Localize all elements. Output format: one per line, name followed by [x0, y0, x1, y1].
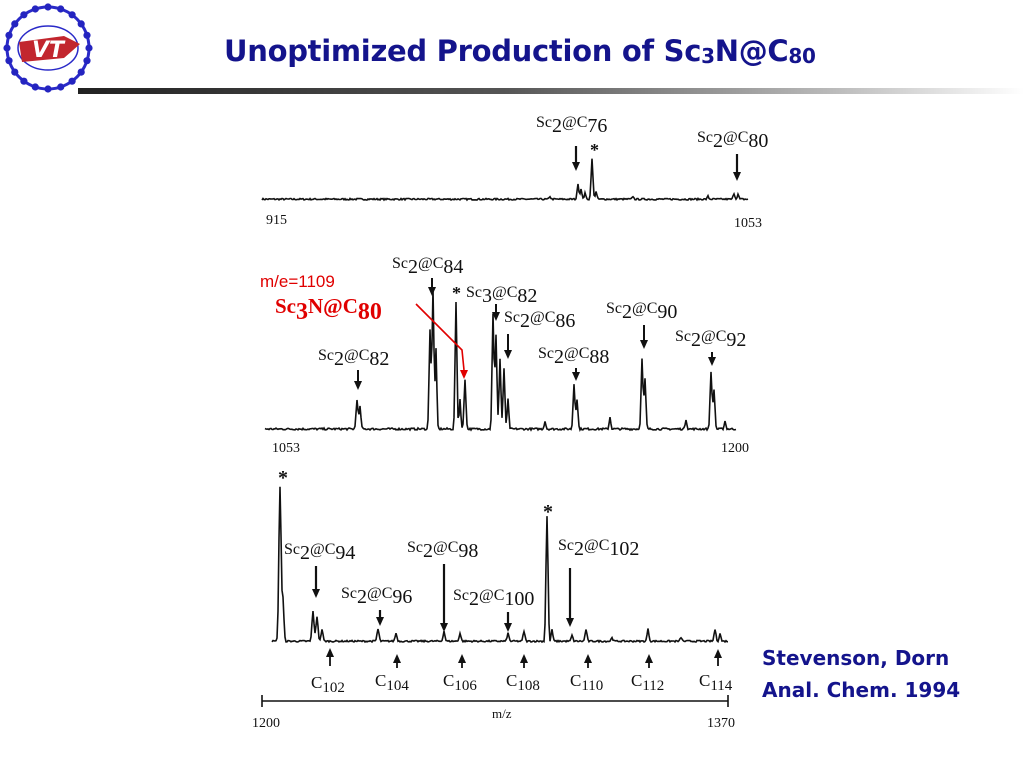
spectrum-trace-2	[264, 288, 737, 433]
spectrum-trace-3	[271, 486, 728, 644]
peak-arrow	[566, 568, 574, 627]
peak-arrow	[428, 278, 436, 296]
peak-arrow	[640, 325, 648, 349]
peak-label: Sc2@C76	[536, 114, 607, 137]
peak-arrow	[440, 564, 448, 632]
peak-label: Sc2@C84	[392, 255, 463, 278]
logo-bead	[44, 85, 52, 93]
peak-label: Sc2@C92	[675, 328, 746, 351]
peak-arrow	[312, 566, 320, 598]
logo-bead	[68, 77, 76, 85]
logo-bead	[5, 57, 13, 65]
carbon-arrow	[326, 648, 334, 666]
logo-bead	[31, 83, 39, 91]
axis-end-label: 1053	[734, 216, 762, 231]
spectrum-panel-3: * * Sc2@C94 Sc2@C96 Sc2@C98 Sc2@C100 Sc2…	[252, 467, 735, 731]
species-annotation: Sc3N@C80	[275, 294, 382, 325]
carbon-label: C114	[699, 671, 733, 694]
peak-arrow	[504, 612, 512, 632]
peak-label: Sc2@C96	[341, 585, 412, 608]
peak-label: Sc3@C82	[466, 284, 537, 307]
carbon-label: C102	[311, 673, 345, 696]
axis-start-label: 1200	[252, 716, 280, 731]
peak-label: Sc2@C80	[697, 129, 768, 152]
carbon-arrow	[584, 654, 592, 668]
carbon-arrow	[520, 654, 528, 668]
logo-bead	[20, 77, 28, 85]
title-divider	[78, 88, 1024, 94]
star-marker: *	[543, 501, 553, 523]
carbon-label: C104	[375, 671, 409, 694]
logo-bead	[83, 31, 91, 39]
axis-start-label: 1053	[272, 441, 300, 456]
annotation-arrow	[415, 303, 468, 379]
logo-bead	[31, 5, 39, 13]
star-marker: *	[278, 467, 288, 489]
carbon-arrow	[393, 654, 401, 668]
peak-arrow	[354, 370, 362, 390]
logo-bead	[44, 3, 52, 11]
carbon-arrow	[458, 654, 466, 668]
logo-bead	[57, 83, 65, 91]
logo-bead	[68, 11, 76, 19]
mass-annotation: m/e=1109	[260, 272, 335, 291]
logo-bead	[3, 44, 11, 52]
spectrum-trace-1	[261, 158, 749, 202]
axis-end-label: 1200	[721, 441, 749, 456]
peak-label: Sc2@C102	[558, 537, 639, 560]
star-marker: *	[452, 283, 461, 303]
peak-label: Sc2@C94	[284, 541, 355, 564]
citation-authors: Stevenson, Dorn	[762, 646, 950, 670]
peak-label: Sc2@C100	[453, 587, 534, 610]
axis-start-label: 915	[266, 213, 287, 228]
peak-arrow	[376, 610, 384, 626]
citation: Stevenson, Dorn Anal. Chem. 1994	[762, 642, 960, 706]
mz-axis	[261, 695, 729, 707]
carbon-arrow	[714, 649, 722, 666]
peak-arrow	[492, 304, 500, 321]
peak-label: Sc2@C98	[407, 539, 478, 562]
spectrum-panel-1: 915 1053 Sc2@C76 Sc2@C80 *	[261, 114, 768, 231]
axis-end-label: 1370	[707, 716, 735, 731]
peak-arrow	[572, 368, 580, 381]
spectrum-panel-2: 1053 1200 Sc2@C82 Sc2@C84 Sc3@C82 Sc2@C8…	[260, 255, 749, 456]
peak-arrow	[504, 334, 512, 359]
logo-bead	[57, 5, 65, 13]
logo-bead	[85, 44, 93, 52]
peak-arrow	[733, 154, 741, 181]
logo-bead	[20, 11, 28, 19]
carbon-label: C112	[631, 671, 664, 694]
carbon-label: C108	[506, 671, 540, 694]
logo-bead	[77, 20, 85, 28]
peak-label: Sc2@C82	[318, 347, 389, 370]
logo-bead	[77, 68, 85, 76]
logo-bead	[83, 57, 91, 65]
logo-bead	[11, 68, 19, 76]
peak-label: Sc2@C88	[538, 345, 609, 368]
peak-arrow	[572, 146, 580, 171]
vt-logo: VT	[2, 2, 98, 98]
logo-bead	[5, 31, 13, 39]
axis-title: m/z	[492, 706, 512, 721]
peak-label: Sc2@C90	[606, 300, 677, 323]
slide-title: Unoptimized Production of Sc3N@C80	[224, 34, 816, 68]
carbon-label: C110	[570, 671, 603, 694]
star-marker: *	[590, 140, 599, 160]
logo-text: VT	[32, 38, 66, 63]
logo-bead	[11, 20, 19, 28]
peak-arrow	[708, 352, 716, 366]
citation-journal: Anal. Chem. 1994	[762, 678, 961, 702]
peak-label: Sc2@C86	[504, 309, 575, 332]
carbon-label: C106	[443, 671, 477, 694]
carbon-arrow	[645, 654, 653, 668]
